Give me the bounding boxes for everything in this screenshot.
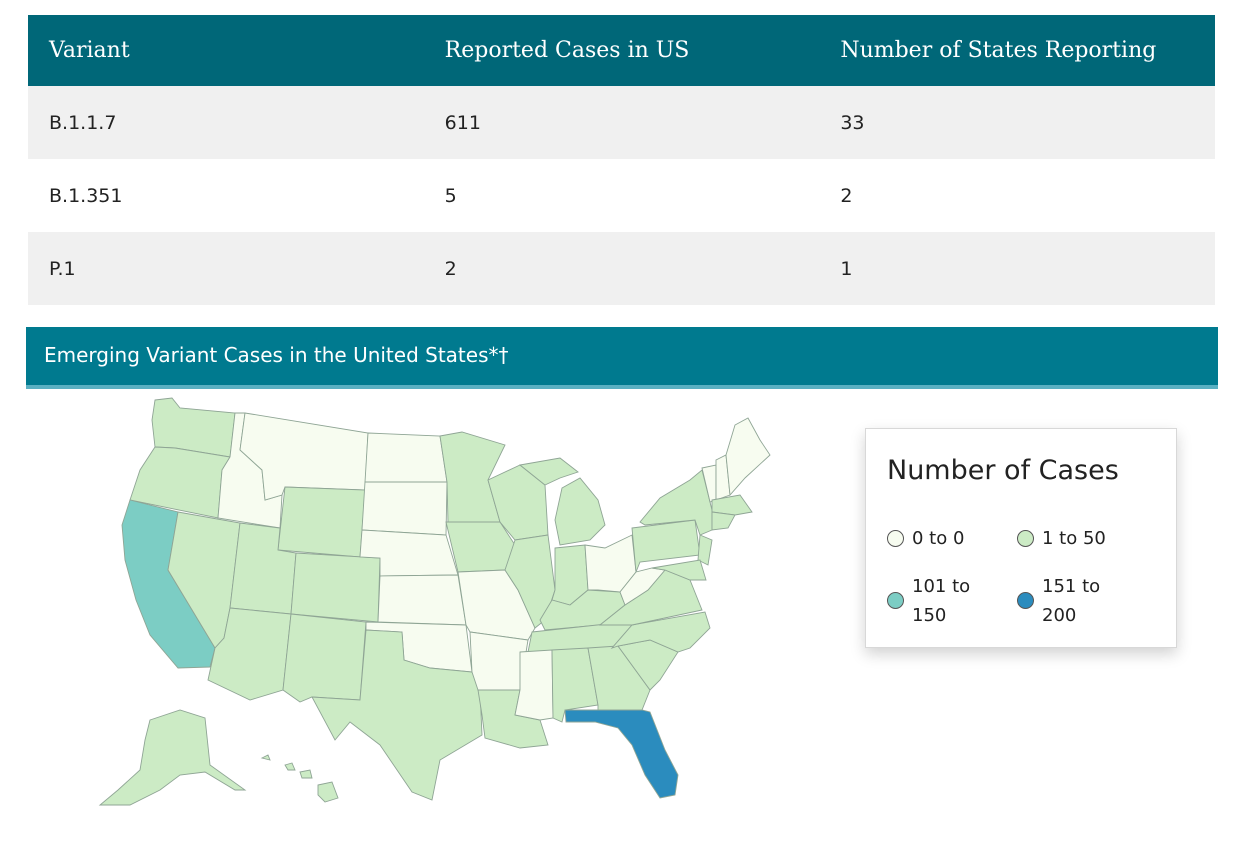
table-cell-variant: B.1.351 xyxy=(28,159,424,232)
state-arkansas[interactable] xyxy=(469,631,529,691)
legend-label-1: 1 to 50 xyxy=(1042,528,1106,549)
legend-label-2: 101 to 150 xyxy=(912,576,971,626)
state-iowa[interactable] xyxy=(445,521,516,573)
state-colorado[interactable] xyxy=(290,552,381,623)
legend-swatch-0 xyxy=(887,530,904,547)
legend-label-0: 0 to 0 xyxy=(912,528,965,549)
state-new-mexico[interactable] xyxy=(282,613,367,703)
table-cell-cases: 2 xyxy=(423,232,820,305)
state-hawaii[interactable] xyxy=(260,754,339,803)
state-texas[interactable] xyxy=(311,629,483,801)
table-cell-states: 2 xyxy=(819,159,1215,232)
state-maine[interactable] xyxy=(725,417,771,497)
state-mississippi[interactable] xyxy=(514,649,554,721)
legend-swatch-2 xyxy=(887,592,904,609)
state-alaska[interactable] xyxy=(98,709,247,806)
state-kansas[interactable] xyxy=(377,574,467,626)
state-north-dakota[interactable] xyxy=(364,432,448,483)
state-connecticut[interactable] xyxy=(711,511,736,531)
state-illinois[interactable] xyxy=(504,534,556,629)
legend-label-3: 151 to 200 xyxy=(1042,576,1101,626)
us-choropleth-map[interactable] xyxy=(0,390,800,830)
table-cell-cases: 5 xyxy=(423,159,820,232)
state-wyoming[interactable] xyxy=(277,486,366,558)
table-row: P.1 2 1 xyxy=(28,232,1215,305)
state-new-jersey[interactable] xyxy=(697,534,713,566)
legend-title: Number of Cases xyxy=(887,455,1119,486)
table-cell-states: 1 xyxy=(819,232,1215,305)
legend-swatch-3 xyxy=(1017,592,1034,609)
map-section-title: Emerging Variant Cases in the United Sta… xyxy=(44,343,509,367)
map-section-header: Emerging Variant Cases in the United Sta… xyxy=(26,327,1218,389)
state-south-dakota[interactable] xyxy=(361,481,448,536)
state-michigan[interactable] xyxy=(518,457,606,546)
state-maryland[interactable] xyxy=(651,559,707,581)
state-north-carolina[interactable] xyxy=(610,611,711,653)
column-header-reported-cases: Reported Cases in US xyxy=(423,15,820,86)
map-legend: Number of Cases 0 to 0 1 to 50 101 to 15… xyxy=(865,428,1177,648)
table-cell-variant: B.1.1.7 xyxy=(28,86,424,159)
column-header-variant: Variant xyxy=(28,15,424,86)
variant-table: Variant Reported Cases in US Number of S… xyxy=(28,15,1215,305)
table-header-row: Variant Reported Cases in US Number of S… xyxy=(28,15,1215,86)
table-cell-states: 33 xyxy=(819,86,1215,159)
legend-swatch-1 xyxy=(1017,530,1034,547)
column-header-states-reporting: Number of States Reporting xyxy=(819,15,1215,86)
table-row: B.1.1.7 611 33 xyxy=(28,86,1215,159)
state-florida[interactable] xyxy=(564,709,679,799)
state-massachusetts[interactable] xyxy=(711,494,753,516)
table-cell-variant: P.1 xyxy=(28,232,424,305)
table-cell-cases: 611 xyxy=(423,86,820,159)
table-row: B.1.351 5 2 xyxy=(28,159,1215,232)
